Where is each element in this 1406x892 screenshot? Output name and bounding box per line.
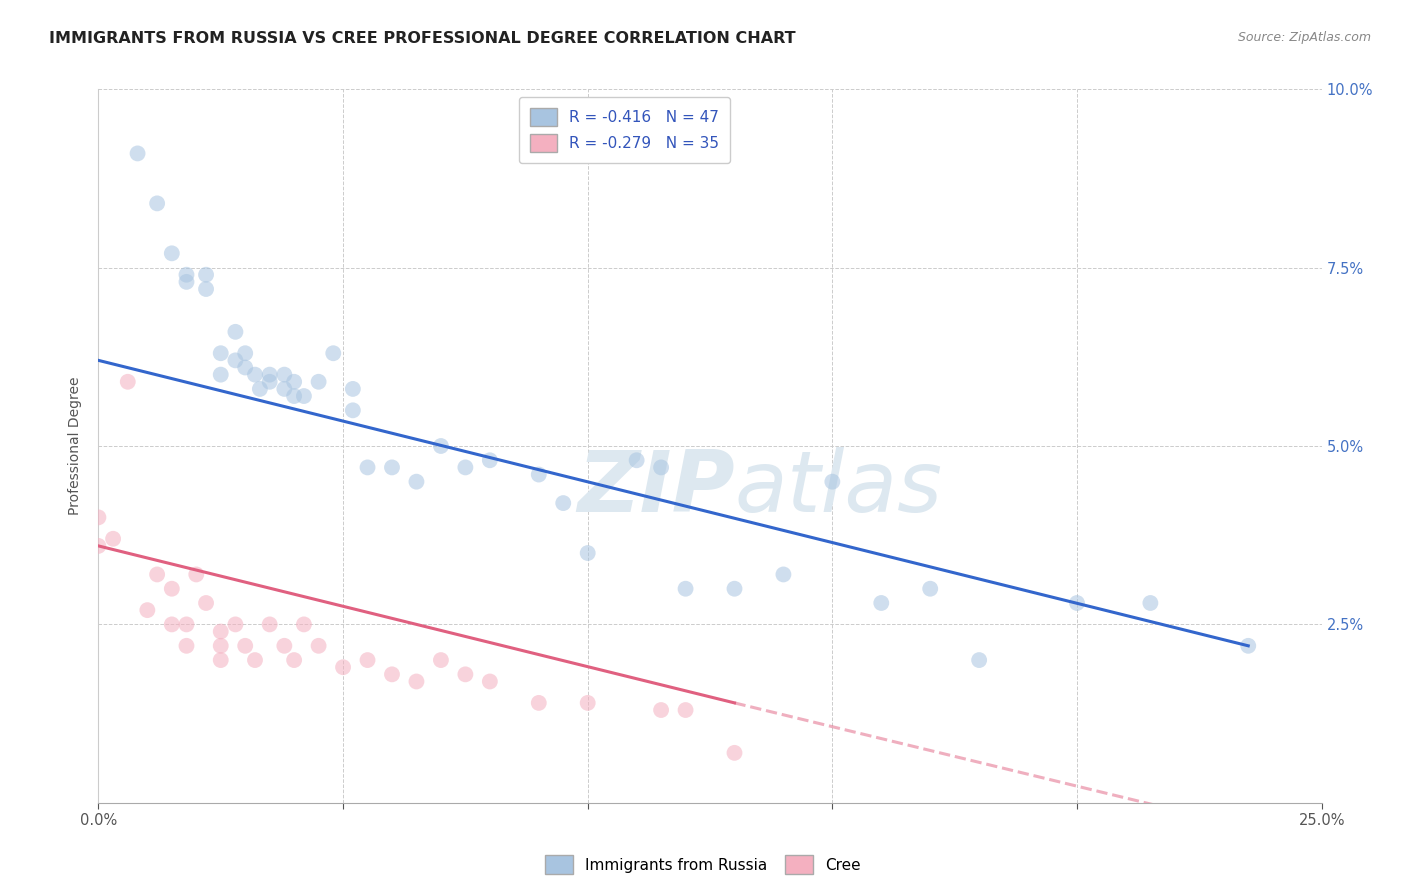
Point (356, 653, 378, 667)
Point (553, 496, 575, 510)
Point (454, 667, 477, 681)
Point (626, 453, 648, 467)
Point (273, 368, 295, 382)
Point (233, 360, 256, 375)
Point (127, 146, 149, 161)
Point (243, 653, 266, 667)
Point (283, 653, 305, 667)
Point (233, 639, 256, 653)
Point (146, 567, 169, 582)
Point (259, 617, 281, 632)
Point (308, 375, 330, 389)
Point (224, 617, 246, 632)
Point (195, 596, 218, 610)
Point (209, 639, 232, 653)
Text: atlas: atlas (734, 447, 942, 531)
Point (675, 703, 697, 717)
Point (1237, 639, 1260, 653)
Point (1066, 596, 1088, 610)
Point (243, 368, 266, 382)
Point (342, 403, 364, 417)
Legend: R = -0.416   N = 47, R = -0.279   N = 35: R = -0.416 N = 47, R = -0.279 N = 35 (519, 97, 730, 163)
Point (920, 582, 942, 596)
Y-axis label: Professional Degree: Professional Degree (69, 376, 83, 516)
Point (870, 596, 893, 610)
Point (224, 353, 246, 368)
Point (176, 275, 198, 289)
Point (454, 460, 477, 475)
Point (233, 346, 256, 360)
Point (772, 567, 794, 582)
Point (283, 375, 305, 389)
Point (478, 674, 501, 689)
Point (209, 653, 232, 667)
Point (176, 639, 198, 653)
Point (527, 696, 550, 710)
Point (283, 389, 305, 403)
Point (821, 475, 844, 489)
Point (675, 582, 697, 596)
Point (405, 674, 427, 689)
Point (101, 532, 124, 546)
Point (723, 582, 745, 596)
Point (308, 639, 330, 653)
Point (160, 617, 183, 632)
Point (332, 660, 354, 674)
Point (186, 567, 208, 582)
Text: Source: ZipAtlas.com: Source: ZipAtlas.com (1237, 31, 1371, 45)
Point (176, 268, 198, 282)
Point (195, 282, 218, 296)
Text: ZIP: ZIP (576, 447, 734, 531)
Legend: Immigrants from Russia, Cree: Immigrants from Russia, Cree (538, 849, 868, 880)
Point (195, 268, 218, 282)
Point (1139, 596, 1161, 610)
Text: IMMIGRANTS FROM RUSSIA VS CREE PROFESSIONAL DEGREE CORRELATION CHART: IMMIGRANTS FROM RUSSIA VS CREE PROFESSIO… (49, 31, 796, 46)
Point (209, 624, 232, 639)
Point (381, 460, 404, 475)
Point (967, 653, 990, 667)
Point (322, 346, 344, 360)
Point (576, 546, 599, 560)
Point (209, 346, 232, 360)
Point (342, 382, 364, 396)
Point (273, 382, 295, 396)
Point (650, 703, 672, 717)
Point (160, 246, 183, 260)
Point (356, 460, 378, 475)
Point (430, 653, 453, 667)
Point (146, 196, 169, 211)
Point (723, 746, 745, 760)
Point (87, 510, 110, 524)
Point (160, 582, 183, 596)
Point (136, 603, 159, 617)
Point (478, 453, 501, 467)
Point (430, 439, 453, 453)
Point (292, 389, 315, 403)
Point (176, 617, 198, 632)
Point (576, 696, 599, 710)
Point (87, 539, 110, 553)
Point (273, 639, 295, 653)
Point (259, 375, 281, 389)
Point (117, 375, 139, 389)
Point (249, 382, 271, 396)
Point (292, 617, 315, 632)
Point (381, 667, 404, 681)
Point (224, 325, 246, 339)
Point (209, 368, 232, 382)
Point (405, 475, 427, 489)
Point (650, 460, 672, 475)
Point (527, 467, 550, 482)
Point (259, 368, 281, 382)
